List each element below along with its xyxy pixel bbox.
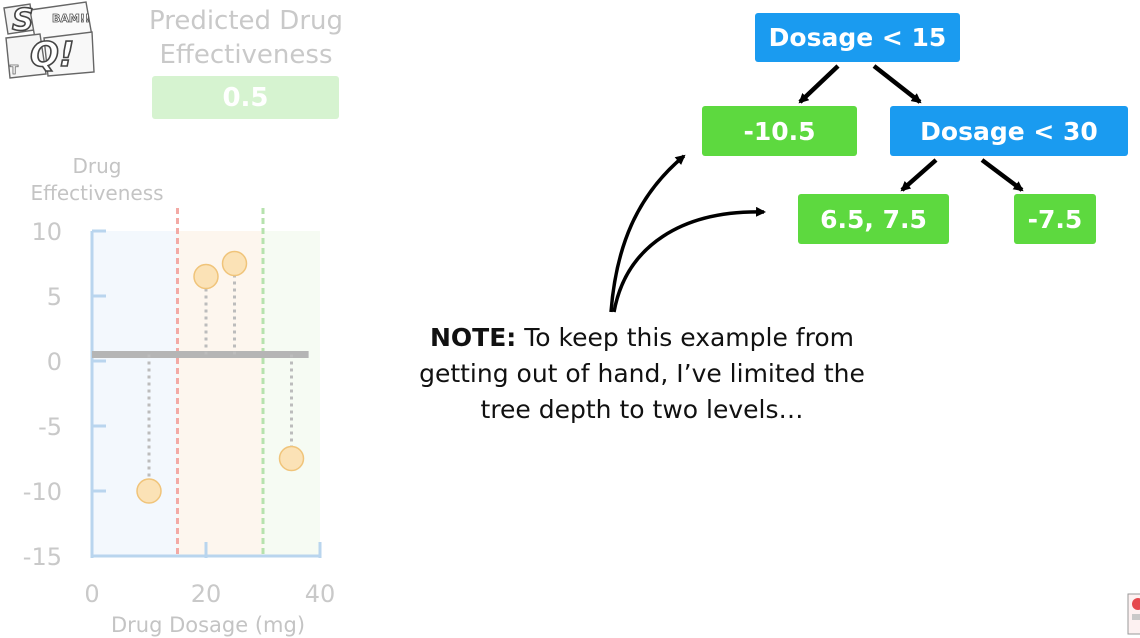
dosage-effectiveness-chart: Drug Effectiveness 10 5 0 -5 -10 -15 0 20 40 Dru… [23,154,336,637]
prediction-value: 0.5 [222,82,269,113]
prediction-title: Predicted Drug Effectiveness [136,4,356,72]
note-line1: To keep this example from [516,323,854,352]
svg-text:S: S [12,3,34,38]
arrow-node-left [900,158,938,192]
prediction-title-line2: Effectiveness [159,40,333,70]
note-text: NOTE: To keep this example from getting … [392,320,892,428]
x-tick-label: 0 [84,580,99,608]
x-tick-label: 40 [305,580,336,608]
prediction-title-line1: Predicted Drug [148,6,343,36]
note-arrow-to-middle-leaf [612,206,766,313]
y-tick-label: 5 [47,283,62,311]
tree-leaf-middle: 6.5, 7.5 [798,194,949,244]
logo-badge: BAM!! [52,12,90,25]
note-line3: tree depth to two levels… [480,395,804,424]
prediction-value-box: 0.5 [152,76,339,119]
note-label: NOTE: [430,323,517,352]
tree-internal-node: Dosage < 30 [890,106,1128,156]
svg-text:T: T [10,63,19,77]
x-tick-label: 20 [191,580,222,608]
y-tick-label: -15 [23,543,62,571]
region-low-dosage [92,231,178,556]
statquest-logo: S BAM!! Q! T [3,1,95,79]
x-axis-label: Drug Dosage (mg) [111,613,305,637]
tree-root-node: Dosage < 15 [755,13,960,62]
note-arrow-to-left-leaf [609,154,686,313]
y-axis-label-line2: Effectiveness [30,181,163,205]
data-point [193,263,219,290]
arrow-node-right [980,158,1024,192]
region-high-dosage [263,231,320,556]
note-line2: getting out of hand, I’ve limited the [419,359,865,388]
y-tick-label: 10 [31,218,62,246]
data-point [278,445,305,472]
region-mid-dosage [177,231,263,556]
svg-text:Q!: Q! [30,35,74,75]
tree-leaf-right: -7.5 [1014,194,1096,244]
tree-leaf-left: -10.5 [702,106,857,156]
data-point [136,478,162,504]
data-point [221,250,248,277]
y-tick-label: 0 [47,348,62,376]
y-axis-label-line1: Drug [73,154,122,178]
statquest-corner-logo [1127,593,1140,635]
arrow-root-right [872,64,922,104]
arrow-root-left [798,64,840,104]
y-tick-label: -10 [23,478,62,506]
y-tick-label: -5 [38,413,62,441]
